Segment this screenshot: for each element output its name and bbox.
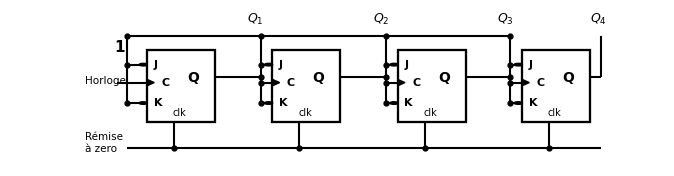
Text: clk: clk	[548, 108, 561, 118]
Text: Q: Q	[562, 71, 574, 84]
Polygon shape	[398, 79, 405, 86]
Text: Q: Q	[438, 71, 450, 84]
Circle shape	[140, 64, 147, 66]
Text: clk: clk	[423, 108, 437, 118]
Text: Q: Q	[313, 71, 324, 84]
Text: $Q_3$: $Q_3$	[497, 12, 514, 27]
Text: J: J	[404, 60, 408, 70]
Circle shape	[265, 102, 272, 104]
Text: Rémise
à zero: Rémise à zero	[85, 132, 123, 154]
Text: J: J	[154, 60, 158, 70]
Circle shape	[265, 64, 272, 66]
Text: C: C	[537, 78, 545, 88]
Text: Q: Q	[187, 71, 199, 84]
Text: K: K	[529, 98, 537, 108]
Text: $Q_2$: $Q_2$	[373, 12, 389, 27]
FancyBboxPatch shape	[398, 50, 466, 122]
Circle shape	[140, 102, 147, 104]
FancyBboxPatch shape	[522, 50, 590, 122]
FancyBboxPatch shape	[272, 50, 340, 122]
Text: $Q_1$: $Q_1$	[247, 12, 264, 27]
Text: C: C	[162, 78, 170, 88]
Polygon shape	[522, 79, 529, 86]
Text: J: J	[279, 60, 283, 70]
Text: C: C	[412, 78, 421, 88]
Text: 1: 1	[115, 40, 125, 55]
Text: clk: clk	[298, 108, 312, 118]
Polygon shape	[147, 79, 154, 86]
Text: $Q_4$: $Q_4$	[590, 12, 607, 27]
Text: Horloge: Horloge	[85, 76, 125, 86]
Text: clk: clk	[173, 108, 187, 118]
Circle shape	[515, 102, 522, 104]
FancyBboxPatch shape	[147, 50, 215, 122]
Text: K: K	[279, 98, 288, 108]
Text: J: J	[529, 60, 532, 70]
Circle shape	[515, 64, 522, 66]
Text: K: K	[404, 98, 413, 108]
Circle shape	[390, 102, 398, 104]
Text: C: C	[287, 78, 295, 88]
Text: K: K	[154, 98, 162, 108]
Polygon shape	[272, 79, 280, 86]
Circle shape	[390, 64, 398, 66]
